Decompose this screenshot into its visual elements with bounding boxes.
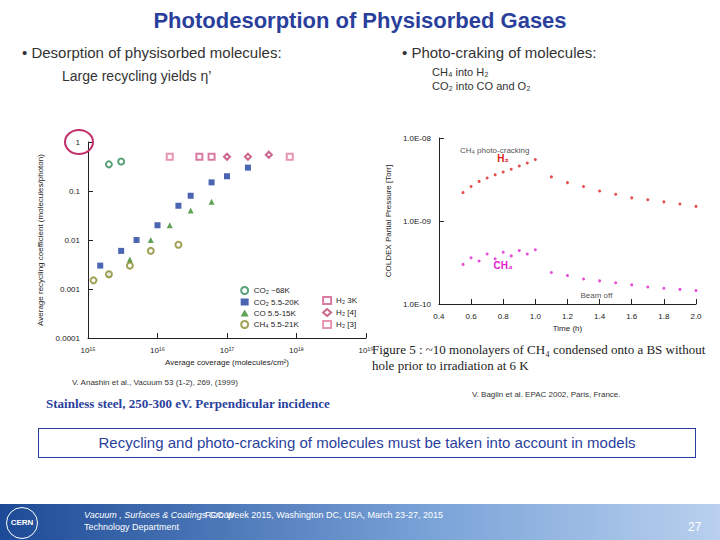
svg-text:10¹⁶: 10¹⁶ bbox=[150, 346, 165, 355]
html-text:CERN: CERN bbox=[10, 518, 34, 527]
svg-text:CO₂ 5.5-20K: CO₂ 5.5-20K bbox=[254, 298, 300, 307]
html-text:Large recycling yields η’: Large recycling yields η’ bbox=[62, 68, 212, 84]
svg-text:CH₄: CH₄ bbox=[494, 260, 513, 271]
svg-text:1: 1 bbox=[76, 138, 81, 147]
svg-text:10¹⁸: 10¹⁸ bbox=[289, 346, 304, 355]
svg-text:1.0E-09: 1.0E-09 bbox=[403, 217, 432, 226]
html-text:• Photo-craking of molecules:: • Photo-craking of molecules: bbox=[402, 44, 597, 61]
svg-text:Time (h): Time (h) bbox=[553, 324, 583, 333]
svg-text:1.6: 1.6 bbox=[626, 312, 638, 321]
html-text:FCC Week 2015, Washington DC,: FCC Week 2015, Washington DC, USA, March… bbox=[205, 510, 444, 520]
svg-text:H₂ [4]: H₂ [4] bbox=[336, 308, 356, 317]
svg-text:0.1: 0.1 bbox=[69, 187, 81, 196]
svg-text:0.01: 0.01 bbox=[64, 236, 80, 245]
svg-text:0.0001: 0.0001 bbox=[56, 334, 81, 343]
svg-text:Average recycling coefficient: Average recycling coefficient (molecules… bbox=[36, 154, 45, 326]
svg-text:Beam off: Beam off bbox=[580, 291, 613, 300]
html-text:Photodesorption of Physisorbed: Photodesorption of Physisorbed Gases bbox=[153, 8, 567, 33]
html-text:Recycling and photo-cracking o: Recycling and photo-cracking of molecule… bbox=[98, 434, 636, 451]
svg-text:10¹⁹: 10¹⁹ bbox=[359, 346, 374, 355]
svg-text:CH₄ photo-cracking: CH₄ photo-cracking bbox=[460, 146, 530, 155]
svg-text:H₂ 3K: H₂ 3K bbox=[336, 296, 358, 305]
svg-text:CH₄ 5.5-21K: CH₄ 5.5-21K bbox=[254, 320, 300, 329]
svg-text:0.6: 0.6 bbox=[465, 312, 477, 321]
svg-text:2.0: 2.0 bbox=[690, 312, 702, 321]
svg-text:CO 5.5-15K: CO 5.5-15K bbox=[254, 309, 297, 318]
html-text:• Desorption of physisorbed mo: • Desorption of physisorbed molecules: bbox=[22, 44, 282, 61]
svg-text:10¹⁵: 10¹⁵ bbox=[81, 346, 96, 355]
svg-text:H₂: H₂ bbox=[497, 153, 509, 164]
svg-text:1.0E-08: 1.0E-08 bbox=[403, 134, 432, 143]
svg-text:1.8: 1.8 bbox=[658, 312, 670, 321]
html-text:Vacuum , Surfaces & Coatings G: Vacuum , Surfaces & Coatings Group bbox=[84, 510, 234, 520]
html-text:27: 27 bbox=[688, 520, 702, 534]
svg-text:0.4: 0.4 bbox=[433, 312, 445, 321]
svg-text:1.0E-10: 1.0E-10 bbox=[403, 300, 432, 309]
svg-text:1.0: 1.0 bbox=[530, 312, 542, 321]
html-text:CO₂ into CO and O₂: CO₂ into CO and O₂ bbox=[432, 80, 531, 92]
svg-text:1.2: 1.2 bbox=[562, 312, 574, 321]
html-text:CH₄ into H₂: CH₄ into H₂ bbox=[432, 66, 489, 78]
svg-text:CO₂ ~68K: CO₂ ~68K bbox=[254, 286, 291, 295]
html-text:Figure 5 : ~10 monolayers of C: Figure 5 : ~10 monolayers of CH₄ condens… bbox=[372, 342, 706, 373]
html-text:V. Anashin et al., Vacuum 53 (: V. Anashin et al., Vacuum 53 (1-2), 269,… bbox=[72, 378, 238, 387]
svg-text:1.4: 1.4 bbox=[594, 312, 606, 321]
html-text:V. Baglin et al. EPAC 2002, Pa: V. Baglin et al. EPAC 2002, Paris, Franc… bbox=[472, 390, 621, 399]
svg-text:10¹⁷: 10¹⁷ bbox=[220, 346, 235, 355]
svg-text:0.8: 0.8 bbox=[498, 312, 510, 321]
svg-text:COLDEX Partial Pressure [Torr]: COLDEX Partial Pressure [Torr] bbox=[384, 165, 393, 277]
svg-text:H₂ [3]: H₂ [3] bbox=[336, 320, 356, 329]
html-text:Stainless steel, 250-300 eV. P: Stainless steel, 250-300 eV. Perpendicul… bbox=[46, 396, 330, 411]
svg-text:0.001: 0.001 bbox=[60, 285, 81, 294]
svg-text:Average coverage (molecules/cm: Average coverage (molecules/cm²) bbox=[165, 358, 289, 367]
html-text:Technology Department: Technology Department bbox=[84, 522, 180, 532]
